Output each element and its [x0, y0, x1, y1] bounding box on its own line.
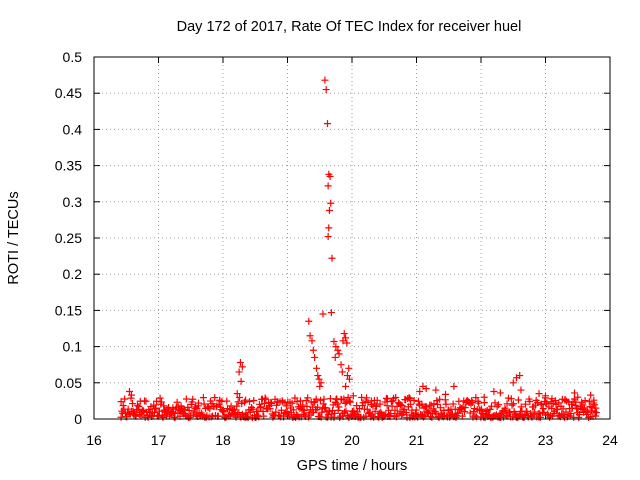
y-tick-label: 0.25: [55, 230, 82, 246]
data-point: [515, 397, 522, 404]
data-point: [142, 398, 149, 405]
y-tick-label: 0.5: [63, 49, 83, 65]
y-tick-labels: 0 0.05 0.1 0.15 0.2 0.25 0.3 0.35 0.4 0.45 0.5: [55, 49, 82, 427]
data-point: [416, 388, 423, 395]
y-tick-label: 0.1: [63, 339, 83, 355]
data-point: [200, 394, 207, 401]
data-point: [236, 368, 243, 375]
data-point: [587, 392, 594, 399]
data-point: [327, 200, 334, 207]
x-tick-label: 24: [602, 432, 618, 448]
chart-title: Day 172 of 2017, Rate Of TEC Index for r…: [177, 19, 522, 35]
data-point: [450, 383, 457, 390]
grid-lines: [94, 57, 610, 419]
data-point: [497, 389, 504, 396]
x-tick-label: 21: [409, 432, 425, 448]
data-point: [339, 368, 346, 375]
y-tick-label: 0.45: [55, 85, 82, 101]
y-tick-label: 0.05: [55, 375, 82, 391]
data-point: [336, 350, 343, 357]
x-axis-label: GPS time / hours: [297, 458, 407, 474]
data-point: [311, 354, 318, 361]
data-point: [509, 402, 516, 409]
x-tick-label: 20: [344, 432, 360, 448]
data-point: [250, 397, 257, 404]
data-point: [325, 233, 332, 240]
y-tick-label: 0.4: [63, 121, 83, 137]
y-tick-label: 0.2: [63, 266, 83, 282]
data-point: [313, 365, 320, 372]
data-point: [316, 383, 323, 390]
data-point: [428, 414, 435, 421]
data-point: [321, 396, 328, 403]
data-point: [223, 398, 230, 405]
data-point: [174, 399, 181, 406]
data-point: [481, 394, 488, 401]
data-point: [129, 400, 136, 407]
data-point: [325, 182, 332, 189]
data-point: [342, 383, 349, 390]
data-point: [332, 354, 339, 361]
data-point: [432, 387, 439, 394]
data-point: [325, 224, 332, 231]
roti-scatter-chart: Day 172 of 2017, Rate Of TEC Index for r…: [0, 0, 640, 480]
data-point: [328, 309, 335, 316]
x-tick-label: 19: [280, 432, 296, 448]
y-tick-label: 0.35: [55, 158, 82, 174]
x-tick-labels: 16 17 18 19 20 21 22 23 24: [86, 432, 618, 448]
x-tick-label: 23: [538, 432, 554, 448]
y-tick-label: 0: [74, 411, 82, 427]
y-tick-label: 0.3: [63, 194, 83, 210]
x-tick-label: 18: [215, 432, 231, 448]
data-point: [341, 330, 348, 337]
data-point: [490, 388, 497, 395]
x-tick-label: 17: [151, 432, 167, 448]
data-point: [363, 394, 370, 401]
x-tick-label: 16: [86, 432, 102, 448]
data-point: [310, 347, 317, 354]
x-tick-label: 22: [473, 432, 489, 448]
y-tick-label: 0.15: [55, 302, 82, 318]
data-point: [235, 398, 242, 405]
data-point: [327, 395, 334, 402]
data-points: [118, 77, 600, 421]
data-point: [238, 378, 245, 385]
data-point: [345, 365, 352, 372]
data-point: [319, 311, 326, 318]
data-point: [305, 318, 312, 325]
data-point: [329, 255, 336, 262]
data-point: [338, 361, 345, 368]
data-point: [321, 77, 328, 84]
data-point: [157, 395, 164, 402]
data-point: [324, 120, 331, 127]
data-point: [517, 387, 524, 394]
data-point: [536, 390, 543, 397]
data-point: [510, 379, 517, 386]
data-point: [326, 207, 333, 214]
y-axis-label: ROTI / TECUs: [6, 191, 22, 284]
data-point: [442, 391, 449, 398]
data-point: [323, 86, 330, 93]
data-point: [314, 372, 321, 379]
data-point: [350, 392, 357, 399]
data-point: [571, 389, 578, 396]
